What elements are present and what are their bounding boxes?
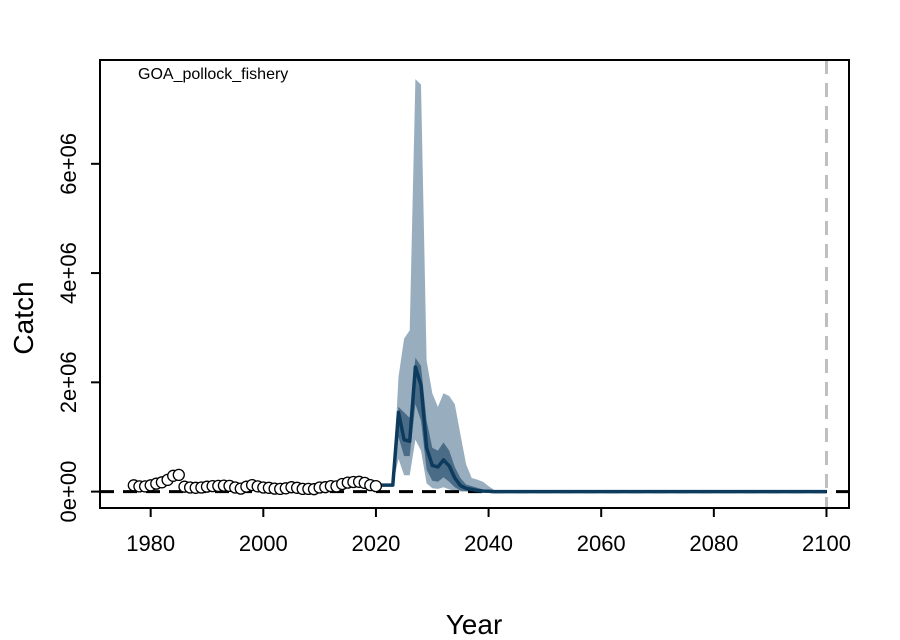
x-tick-label: 2040 bbox=[464, 531, 513, 556]
plot-frame bbox=[99, 59, 850, 509]
observed-catch-point bbox=[172, 468, 185, 482]
plot-area bbox=[100, 60, 849, 508]
x-axis-title: Year bbox=[446, 609, 503, 640]
x-tick-label: 2080 bbox=[689, 531, 738, 556]
panel-label: GOA_pollock_fishery bbox=[138, 66, 288, 83]
y-tick-label: 4e+06 bbox=[56, 242, 81, 304]
x-tick-label: 2060 bbox=[577, 531, 626, 556]
y-tick-label: 0e+00 bbox=[56, 461, 81, 523]
x-tick-label: 2000 bbox=[239, 531, 288, 556]
x-axis: 1980 2000 2020 2040 2060 2080 2100 bbox=[126, 508, 851, 556]
x-tick-label: 1980 bbox=[126, 531, 175, 556]
x-tick-label: 2100 bbox=[802, 531, 851, 556]
median-catch-line bbox=[375, 365, 827, 494]
y-axis: 0e+00 2e+06 4e+06 6e+06 bbox=[56, 133, 100, 523]
observed-catch-point bbox=[369, 479, 383, 493]
x-tick-label: 2020 bbox=[351, 531, 400, 556]
y-axis-title: Catch bbox=[8, 281, 39, 354]
y-tick-label: 6e+06 bbox=[56, 133, 81, 195]
y-tick-label: 2e+06 bbox=[56, 351, 81, 413]
inner-interval-band bbox=[392, 357, 500, 492]
